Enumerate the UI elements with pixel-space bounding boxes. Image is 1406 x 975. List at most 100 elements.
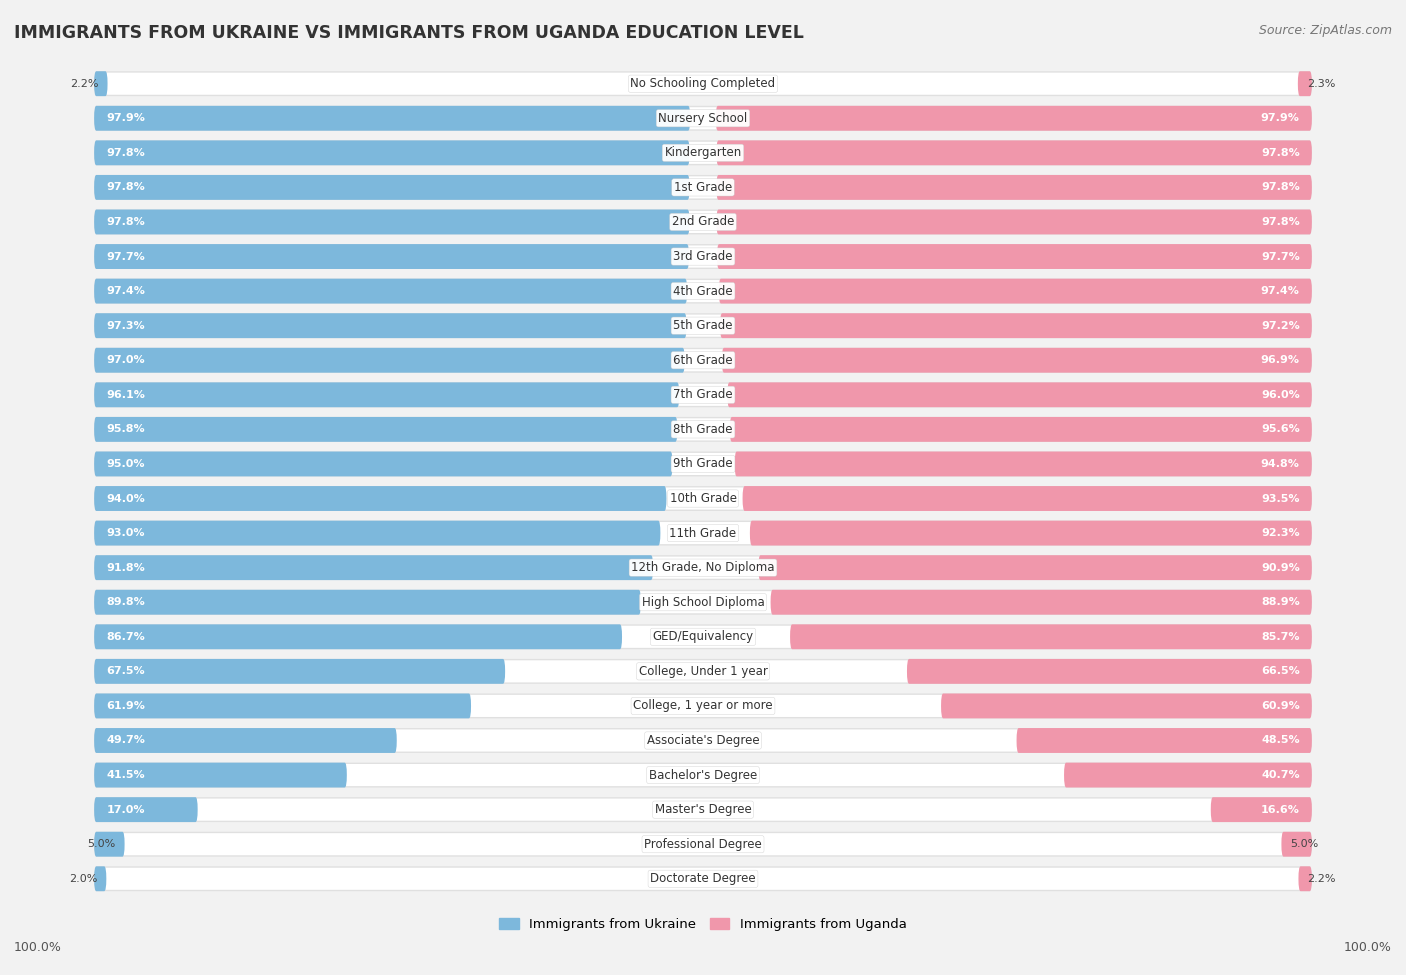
Text: 93.0%: 93.0% (107, 528, 145, 538)
Text: 95.6%: 95.6% (1261, 424, 1299, 435)
FancyBboxPatch shape (749, 521, 1312, 546)
FancyBboxPatch shape (94, 175, 689, 200)
Text: 40.7%: 40.7% (1261, 770, 1299, 780)
Text: 97.0%: 97.0% (107, 355, 145, 366)
FancyBboxPatch shape (97, 764, 1309, 786)
FancyBboxPatch shape (94, 693, 1312, 719)
Text: 91.8%: 91.8% (107, 563, 145, 572)
FancyBboxPatch shape (94, 521, 661, 546)
FancyBboxPatch shape (94, 382, 1312, 408)
FancyBboxPatch shape (94, 210, 689, 234)
FancyBboxPatch shape (97, 211, 1309, 233)
FancyBboxPatch shape (718, 279, 1312, 303)
FancyBboxPatch shape (94, 728, 396, 753)
Text: 1st Grade: 1st Grade (673, 181, 733, 194)
Text: 17.0%: 17.0% (107, 804, 145, 815)
Text: Associate's Degree: Associate's Degree (647, 734, 759, 747)
FancyBboxPatch shape (97, 280, 1309, 302)
FancyBboxPatch shape (94, 693, 471, 719)
FancyBboxPatch shape (97, 141, 1309, 164)
FancyBboxPatch shape (94, 521, 1312, 546)
FancyBboxPatch shape (97, 349, 1309, 371)
Text: Professional Degree: Professional Degree (644, 838, 762, 851)
Text: 97.4%: 97.4% (107, 286, 145, 296)
Text: 8th Grade: 8th Grade (673, 423, 733, 436)
FancyBboxPatch shape (97, 834, 1309, 855)
Text: 90.9%: 90.9% (1261, 563, 1299, 572)
FancyBboxPatch shape (94, 348, 685, 372)
FancyBboxPatch shape (727, 382, 1312, 408)
FancyBboxPatch shape (1299, 867, 1312, 891)
Text: 97.8%: 97.8% (1261, 217, 1299, 227)
Legend: Immigrants from Ukraine, Immigrants from Uganda: Immigrants from Ukraine, Immigrants from… (494, 913, 912, 936)
Text: 5.0%: 5.0% (87, 839, 115, 849)
Text: 97.7%: 97.7% (1261, 252, 1299, 261)
FancyBboxPatch shape (717, 244, 1312, 269)
Text: 94.0%: 94.0% (107, 493, 145, 503)
FancyBboxPatch shape (97, 557, 1309, 579)
Text: 11th Grade: 11th Grade (669, 526, 737, 539)
Text: Source: ZipAtlas.com: Source: ZipAtlas.com (1258, 24, 1392, 37)
Text: 2.3%: 2.3% (1308, 79, 1336, 89)
Text: 97.3%: 97.3% (107, 321, 145, 331)
Text: 2nd Grade: 2nd Grade (672, 215, 734, 228)
Text: 96.1%: 96.1% (107, 390, 145, 400)
FancyBboxPatch shape (94, 348, 1312, 372)
FancyBboxPatch shape (94, 659, 1312, 683)
Text: Kindergarten: Kindergarten (665, 146, 741, 159)
FancyBboxPatch shape (717, 210, 1312, 234)
FancyBboxPatch shape (97, 626, 1309, 647)
FancyBboxPatch shape (97, 868, 1309, 890)
FancyBboxPatch shape (94, 624, 621, 649)
FancyBboxPatch shape (758, 555, 1312, 580)
Text: 5.0%: 5.0% (1291, 839, 1319, 849)
FancyBboxPatch shape (94, 71, 1312, 97)
Text: 97.9%: 97.9% (107, 113, 145, 123)
FancyBboxPatch shape (97, 522, 1309, 544)
FancyBboxPatch shape (720, 313, 1312, 338)
FancyBboxPatch shape (1064, 762, 1312, 788)
FancyBboxPatch shape (94, 451, 1312, 477)
FancyBboxPatch shape (941, 693, 1312, 719)
FancyBboxPatch shape (742, 487, 1312, 511)
FancyBboxPatch shape (94, 798, 198, 822)
FancyBboxPatch shape (94, 417, 1312, 442)
FancyBboxPatch shape (94, 313, 1312, 338)
FancyBboxPatch shape (97, 315, 1309, 336)
FancyBboxPatch shape (1298, 71, 1312, 97)
FancyBboxPatch shape (94, 279, 688, 303)
FancyBboxPatch shape (94, 417, 678, 442)
FancyBboxPatch shape (94, 313, 686, 338)
Text: 61.9%: 61.9% (107, 701, 145, 711)
Text: 96.9%: 96.9% (1261, 355, 1299, 366)
FancyBboxPatch shape (94, 590, 641, 614)
FancyBboxPatch shape (97, 591, 1309, 613)
FancyBboxPatch shape (97, 107, 1309, 130)
Text: 88.9%: 88.9% (1261, 598, 1299, 607)
Text: 97.2%: 97.2% (1261, 321, 1299, 331)
Text: 96.0%: 96.0% (1261, 390, 1299, 400)
FancyBboxPatch shape (97, 72, 1309, 95)
Text: Nursery School: Nursery School (658, 112, 748, 125)
FancyBboxPatch shape (721, 348, 1312, 372)
Text: 89.8%: 89.8% (107, 598, 145, 607)
Text: 92.3%: 92.3% (1261, 528, 1299, 538)
Text: 49.7%: 49.7% (107, 735, 145, 746)
Text: 94.8%: 94.8% (1261, 459, 1299, 469)
FancyBboxPatch shape (94, 659, 505, 683)
FancyBboxPatch shape (94, 832, 1312, 857)
FancyBboxPatch shape (770, 590, 1312, 614)
FancyBboxPatch shape (97, 418, 1309, 441)
Text: 2.0%: 2.0% (69, 874, 97, 883)
FancyBboxPatch shape (97, 488, 1309, 510)
Text: 16.6%: 16.6% (1261, 804, 1299, 815)
FancyBboxPatch shape (94, 762, 347, 788)
FancyBboxPatch shape (735, 451, 1312, 477)
FancyBboxPatch shape (94, 798, 1312, 822)
Text: 60.9%: 60.9% (1261, 701, 1299, 711)
FancyBboxPatch shape (94, 71, 107, 97)
Text: College, 1 year or more: College, 1 year or more (633, 699, 773, 713)
FancyBboxPatch shape (94, 590, 1312, 614)
Text: Doctorate Degree: Doctorate Degree (650, 873, 756, 885)
Text: Bachelor's Degree: Bachelor's Degree (650, 768, 756, 782)
